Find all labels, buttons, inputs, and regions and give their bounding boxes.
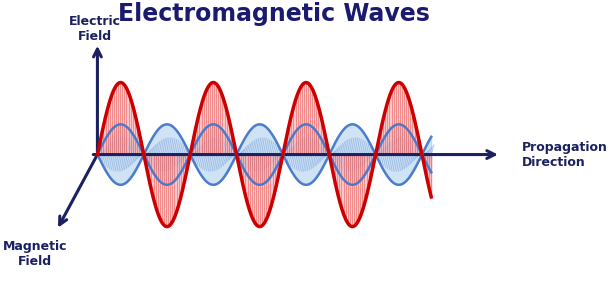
Text: Electric
Field: Electric Field	[69, 14, 121, 43]
Text: Magnetic
Field: Magnetic Field	[2, 240, 67, 268]
Text: Propagation
Direction: Propagation Direction	[521, 140, 608, 169]
Text: Electromagnetic Waves: Electromagnetic Waves	[118, 2, 430, 26]
